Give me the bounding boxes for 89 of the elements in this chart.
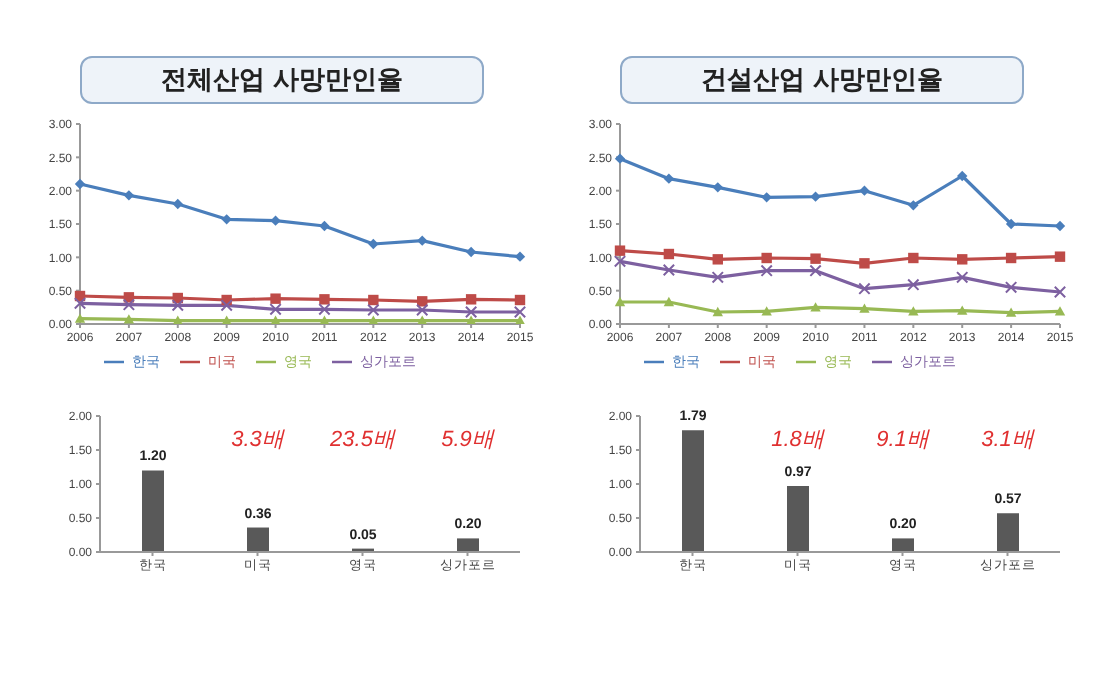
point (809, 264, 822, 277)
point (908, 200, 919, 211)
point (1005, 252, 1017, 264)
annotation: 1.8배 (769, 428, 827, 452)
point (614, 296, 626, 307)
point (269, 303, 282, 316)
point (220, 299, 233, 312)
point (761, 306, 772, 316)
point (270, 315, 281, 324)
point (122, 298, 136, 311)
point (761, 252, 772, 264)
point (513, 305, 527, 319)
annotation: 5.9배 (439, 428, 497, 452)
point (319, 294, 330, 305)
chart-title: 전체산업 사망만인율 (80, 56, 484, 104)
point (663, 248, 675, 260)
point (514, 294, 526, 306)
point (465, 315, 477, 324)
point (1005, 218, 1017, 230)
point (368, 238, 379, 250)
point (1054, 306, 1066, 316)
point (270, 215, 281, 226)
point (761, 192, 772, 203)
point (1004, 281, 1018, 294)
bar (142, 470, 164, 552)
point (711, 271, 724, 284)
point (760, 264, 773, 277)
point (319, 315, 330, 324)
point (514, 315, 526, 324)
point (74, 178, 86, 190)
point (73, 297, 87, 310)
point (123, 314, 135, 324)
point (957, 305, 968, 315)
point (712, 254, 723, 265)
point (613, 255, 627, 268)
point (859, 185, 870, 196)
point (318, 303, 331, 316)
point (908, 252, 919, 264)
point (908, 306, 919, 316)
bar (892, 538, 914, 552)
point (1053, 285, 1067, 299)
point (957, 170, 968, 182)
point (907, 278, 920, 291)
point (1054, 251, 1066, 262)
point (810, 253, 821, 264)
point (859, 258, 870, 269)
point (957, 254, 968, 265)
bar (247, 527, 269, 552)
annotation: 23.5배 (328, 428, 398, 452)
point (712, 306, 723, 317)
point (858, 282, 871, 295)
chart-title: 건설산업 사망만인율 (620, 56, 1024, 104)
point (221, 315, 232, 324)
point (465, 246, 477, 258)
point (417, 235, 428, 246)
annotation: 3.1배 (979, 428, 1037, 452)
point (1005, 307, 1017, 317)
point (416, 303, 429, 317)
point (221, 214, 232, 225)
point (172, 198, 183, 210)
point (368, 315, 379, 324)
point (464, 305, 478, 319)
point (859, 303, 870, 313)
point (614, 153, 626, 164)
annotation: 3.3배 (229, 428, 287, 452)
point (614, 245, 626, 256)
annotation: 9.1배 (874, 428, 932, 452)
point (171, 299, 184, 312)
bar (457, 538, 479, 552)
point (417, 315, 428, 324)
bar (787, 486, 809, 552)
point (514, 251, 526, 262)
bar (682, 430, 704, 552)
point (712, 182, 723, 193)
point (74, 313, 86, 323)
point (663, 296, 675, 307)
point (123, 190, 135, 201)
point (368, 294, 379, 306)
point (319, 220, 330, 232)
point (172, 315, 183, 324)
bar (997, 513, 1019, 552)
point (810, 191, 821, 202)
point (663, 173, 675, 184)
point (270, 293, 281, 304)
point (810, 302, 821, 312)
point (465, 294, 477, 305)
point (662, 263, 676, 277)
point (956, 271, 969, 284)
point (367, 303, 380, 317)
